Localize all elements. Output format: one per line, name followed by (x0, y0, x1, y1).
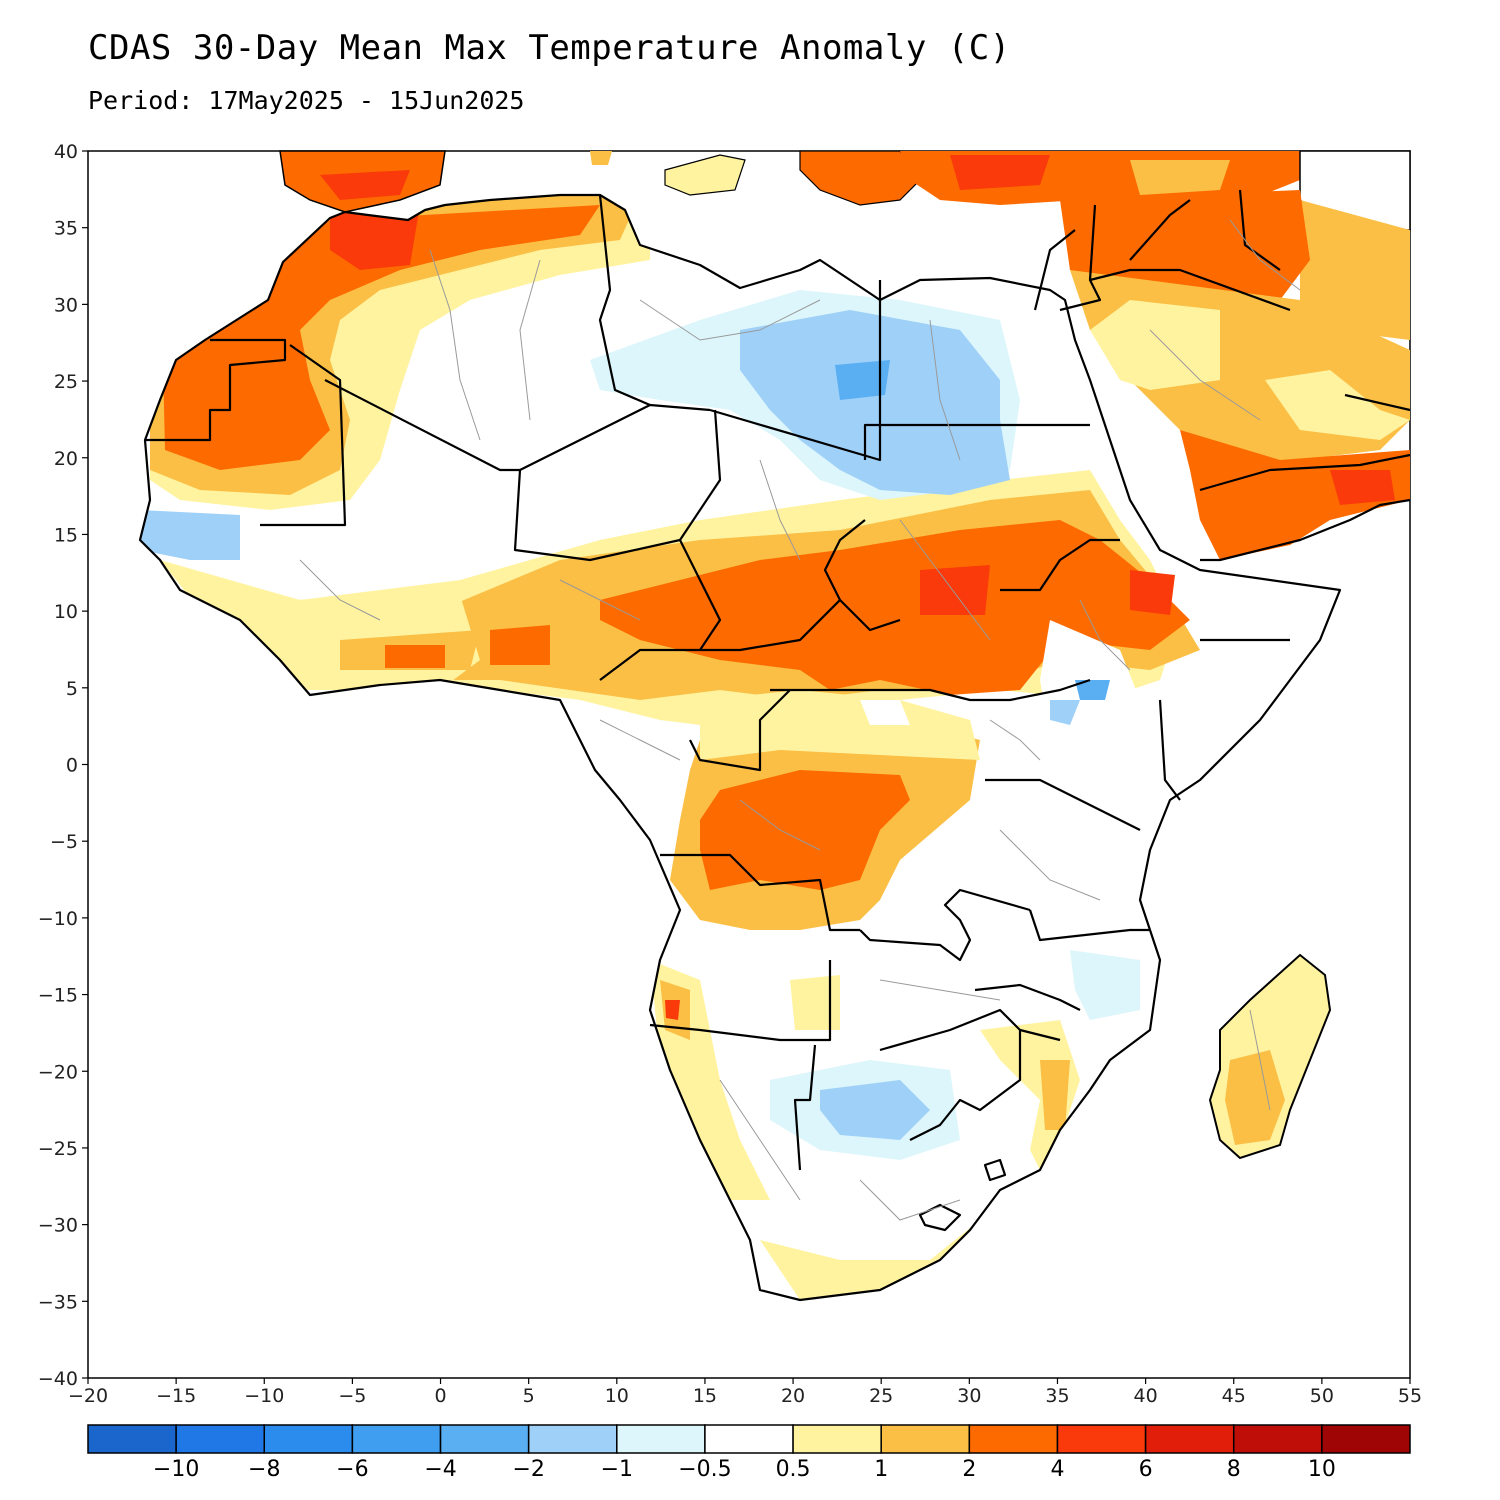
colorbar-label: 2 (962, 1457, 976, 1482)
colorbar-label: 1 (874, 1457, 888, 1482)
x-tick-label: 20 (781, 1385, 805, 1407)
y-tick-label: 5 (66, 678, 78, 700)
colorbar-swatch (704, 1424, 794, 1454)
x-tick-label: −5 (338, 1385, 366, 1407)
x-tick-label: 30 (957, 1385, 981, 1407)
x-axis: −20 −15 −10 −5 0 5 10 15 20 25 30 35 40 45 50 55 (68, 1378, 1422, 1407)
y-tick-label: −35 (38, 1291, 78, 1313)
colorbar-swatch (1232, 1424, 1323, 1454)
colorbar-label: −1 (601, 1457, 633, 1482)
colorbar-label: −2 (512, 1457, 544, 1482)
colorbar-label: 8 (1227, 1457, 1241, 1482)
y-tick-label: −30 (38, 1215, 78, 1237)
colorbar-swatch (527, 1424, 618, 1454)
colorbar-label: −6 (336, 1457, 368, 1482)
colorbar-swatch (175, 1424, 266, 1454)
x-tick-label: −20 (68, 1385, 108, 1407)
y-tick-label: 40 (54, 141, 78, 163)
colorbar-label: −0.5 (678, 1457, 731, 1482)
x-tick-label: 10 (605, 1385, 629, 1407)
coastline-borders (138, 189, 1411, 1302)
x-tick-label: 0 (434, 1385, 446, 1407)
admin-boundaries (299, 219, 1301, 1221)
colorbar-swatch (968, 1424, 1059, 1454)
x-tick-label: 25 (869, 1385, 893, 1407)
colorbar-swatch (439, 1424, 530, 1454)
x-tick-label: 50 (1310, 1385, 1334, 1407)
y-tick-label: −40 (38, 1368, 78, 1390)
y-tick-label: 30 (54, 294, 78, 316)
europe-mideast-anomalies (279, 150, 1411, 560)
x-tick-label: 15 (693, 1385, 717, 1407)
colorbar-swatch (880, 1424, 971, 1454)
y-tick-label: 25 (54, 371, 78, 393)
colorbar-swatch (616, 1424, 706, 1454)
colorbar-label: −8 (248, 1457, 280, 1482)
colorbar-label: 10 (1308, 1457, 1336, 1482)
y-tick-label: −15 (38, 985, 78, 1007)
x-tick-label: 5 (523, 1385, 535, 1407)
colorbar-swatch (263, 1424, 354, 1454)
x-tick-label: −15 (156, 1385, 196, 1407)
y-tick-label: −20 (38, 1061, 78, 1083)
colorbar-label: −4 (424, 1457, 456, 1482)
colorbar-swatch (1056, 1424, 1147, 1454)
y-tick-label: −5 (50, 831, 78, 853)
y-tick-label: −25 (38, 1138, 78, 1160)
y-tick-label: −10 (38, 908, 78, 930)
colorbar-label: 4 (1050, 1457, 1064, 1482)
y-axis: 40 35 30 25 20 15 10 5 0 −5 −10 −15 −20 −25 −30 −35 −40 (38, 141, 88, 1390)
colorbar: −10 −8 −6 −4 −2 −1 −0.5 0.5 1 2 4 6 8 10 (87, 1424, 1411, 1482)
y-tick-label: 35 (54, 218, 78, 240)
colorbar-swatch (87, 1424, 177, 1454)
colorbar-label: −10 (153, 1457, 199, 1482)
x-tick-label: 55 (1398, 1385, 1422, 1407)
x-tick-label: 45 (1222, 1385, 1246, 1407)
y-tick-label: 10 (54, 601, 78, 623)
colorbar-swatch (792, 1424, 882, 1454)
colorbar-label: 0.5 (776, 1457, 811, 1482)
x-tick-label: −10 (244, 1385, 284, 1407)
colorbar-swatch (1321, 1424, 1411, 1454)
map-title: CDAS 30-Day Mean Max Temperature Anomaly… (88, 28, 1011, 68)
x-tick-label: 35 (1045, 1385, 1069, 1407)
colorbar-label: 6 (1139, 1457, 1153, 1482)
colorbar-swatch (351, 1424, 442, 1454)
y-tick-label: 0 (66, 755, 78, 777)
y-tick-label: 15 (54, 524, 78, 546)
colorbar-swatch (1144, 1424, 1235, 1454)
y-tick-label: 20 (54, 448, 78, 470)
period-subtitle: Period: 17May2025 - 15Jun2025 (88, 86, 525, 115)
x-tick-label: 40 (1134, 1385, 1158, 1407)
madagascar (1208, 953, 1332, 1160)
